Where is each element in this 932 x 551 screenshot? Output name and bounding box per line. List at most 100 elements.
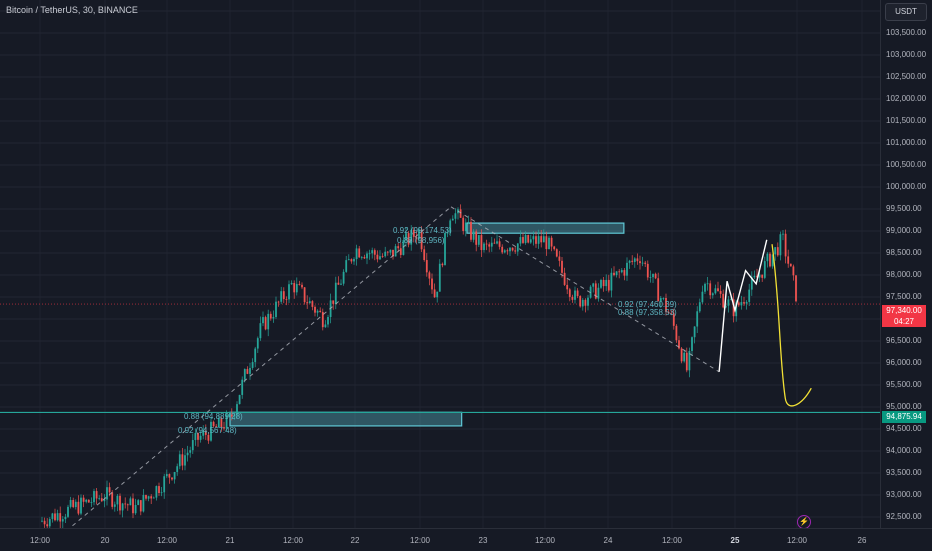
candle-body [129,498,132,506]
time-scale[interactable]: 12:00 20 12:00 21 12:00 22 12:00 23 12:00 24 12:00… [0,528,932,551]
candle-body [659,298,662,302]
candle-body [451,218,454,221]
candle-body [184,455,186,466]
x-tick-label: 20 [100,536,110,545]
candle-body [106,487,108,500]
candle-body [48,519,51,527]
candle-body [691,337,693,351]
candle-body [254,348,257,363]
x-tick-label: 12:00 [534,536,556,545]
candle-body [779,234,782,256]
candle-body [607,279,610,291]
candle-body [345,260,348,272]
candle-body [441,263,444,266]
candle-body [64,516,67,520]
candle-body [787,256,790,264]
candle-body [540,236,543,243]
candle-body [308,301,311,304]
candle-body [753,275,756,278]
lightning-icon[interactable]: ⚡ [797,515,811,529]
candle-body [412,229,415,237]
candle-body [516,243,519,252]
candle-body [509,247,511,252]
candle-body [51,513,54,520]
candle-body [108,487,111,493]
y-tick-label: 93,000.00 [886,490,922,499]
candle-body [610,272,613,291]
candle-body [506,250,509,252]
candle-body [652,273,654,278]
candle-body [719,291,722,294]
price-chart[interactable] [0,0,880,528]
candle-body [680,348,683,362]
price-scale[interactable]: 92,500.00 93,000.00 93,500.00 94,000.00 94,5… [880,0,932,528]
chart-area[interactable]: Bitcoin / TetherUS, 30, BINANCE 0.92 (99… [0,0,880,529]
candle-body [134,504,137,514]
y-tick-label: 99,000.00 [886,226,922,235]
candle-body [433,289,436,298]
fib-label-mid-092: 0.92 (97,460.39) [618,300,677,309]
candle-body [191,440,194,451]
candle-body [464,222,467,231]
y-tick-label: 99,500.00 [886,204,922,213]
candle-body [168,474,171,478]
candle-body [782,233,784,235]
candle-body [139,500,142,512]
candle-body [407,233,410,245]
candle-body [155,486,158,498]
candle-body [475,231,478,245]
candle-body [121,503,124,511]
candle-body [418,229,420,240]
y-tick-label: 98,000.00 [886,270,922,279]
candle-body [152,497,155,499]
candle-body [711,293,714,296]
candle-body [399,248,402,255]
candle-body [301,284,303,288]
candle-body [600,279,602,288]
candle-body [59,513,62,522]
candle-body [743,302,745,304]
candle-body [542,236,545,243]
candle-body [769,253,771,267]
candle-body [405,233,407,241]
y-tick-label: 100,500.00 [886,160,927,169]
candle-body [272,316,275,319]
x-tick-label: 12:00 [661,536,683,545]
candle-body [171,477,173,480]
candle-body [623,270,626,276]
candle-body [594,283,597,299]
candle-body [256,338,259,349]
candle-body [358,248,361,258]
candle-body [696,311,699,327]
x-tick-label: 12:00 [282,536,304,545]
candle-body [750,277,753,290]
candle-body [116,495,119,505]
candle-body [714,288,717,294]
candle-body [722,293,725,308]
candle-body [41,520,43,522]
candle-body [449,220,452,233]
candle-body [774,247,777,255]
y-tick-label: 95,000.00 [886,402,922,411]
currency-button[interactable]: USDT [885,3,927,21]
candle-body [80,497,82,514]
candle-body [259,323,262,339]
candle-body [217,418,220,428]
candle-body [423,249,426,261]
candle-body [342,271,345,284]
candle-body [459,209,462,218]
candle-body [280,291,283,302]
candle-body [381,256,384,258]
candle-body [709,283,712,296]
candle-body [236,404,238,415]
candle-body [724,305,727,308]
fib-label-mid-088: 0.88 (97,358.53) [618,308,677,317]
candle-body [462,217,465,231]
candle-body [173,472,176,480]
candle-body [334,282,337,304]
candle-body [337,282,340,285]
candle-body [477,235,480,245]
candle-body [197,432,199,440]
candle-body [314,306,316,313]
candle-body [730,299,732,301]
